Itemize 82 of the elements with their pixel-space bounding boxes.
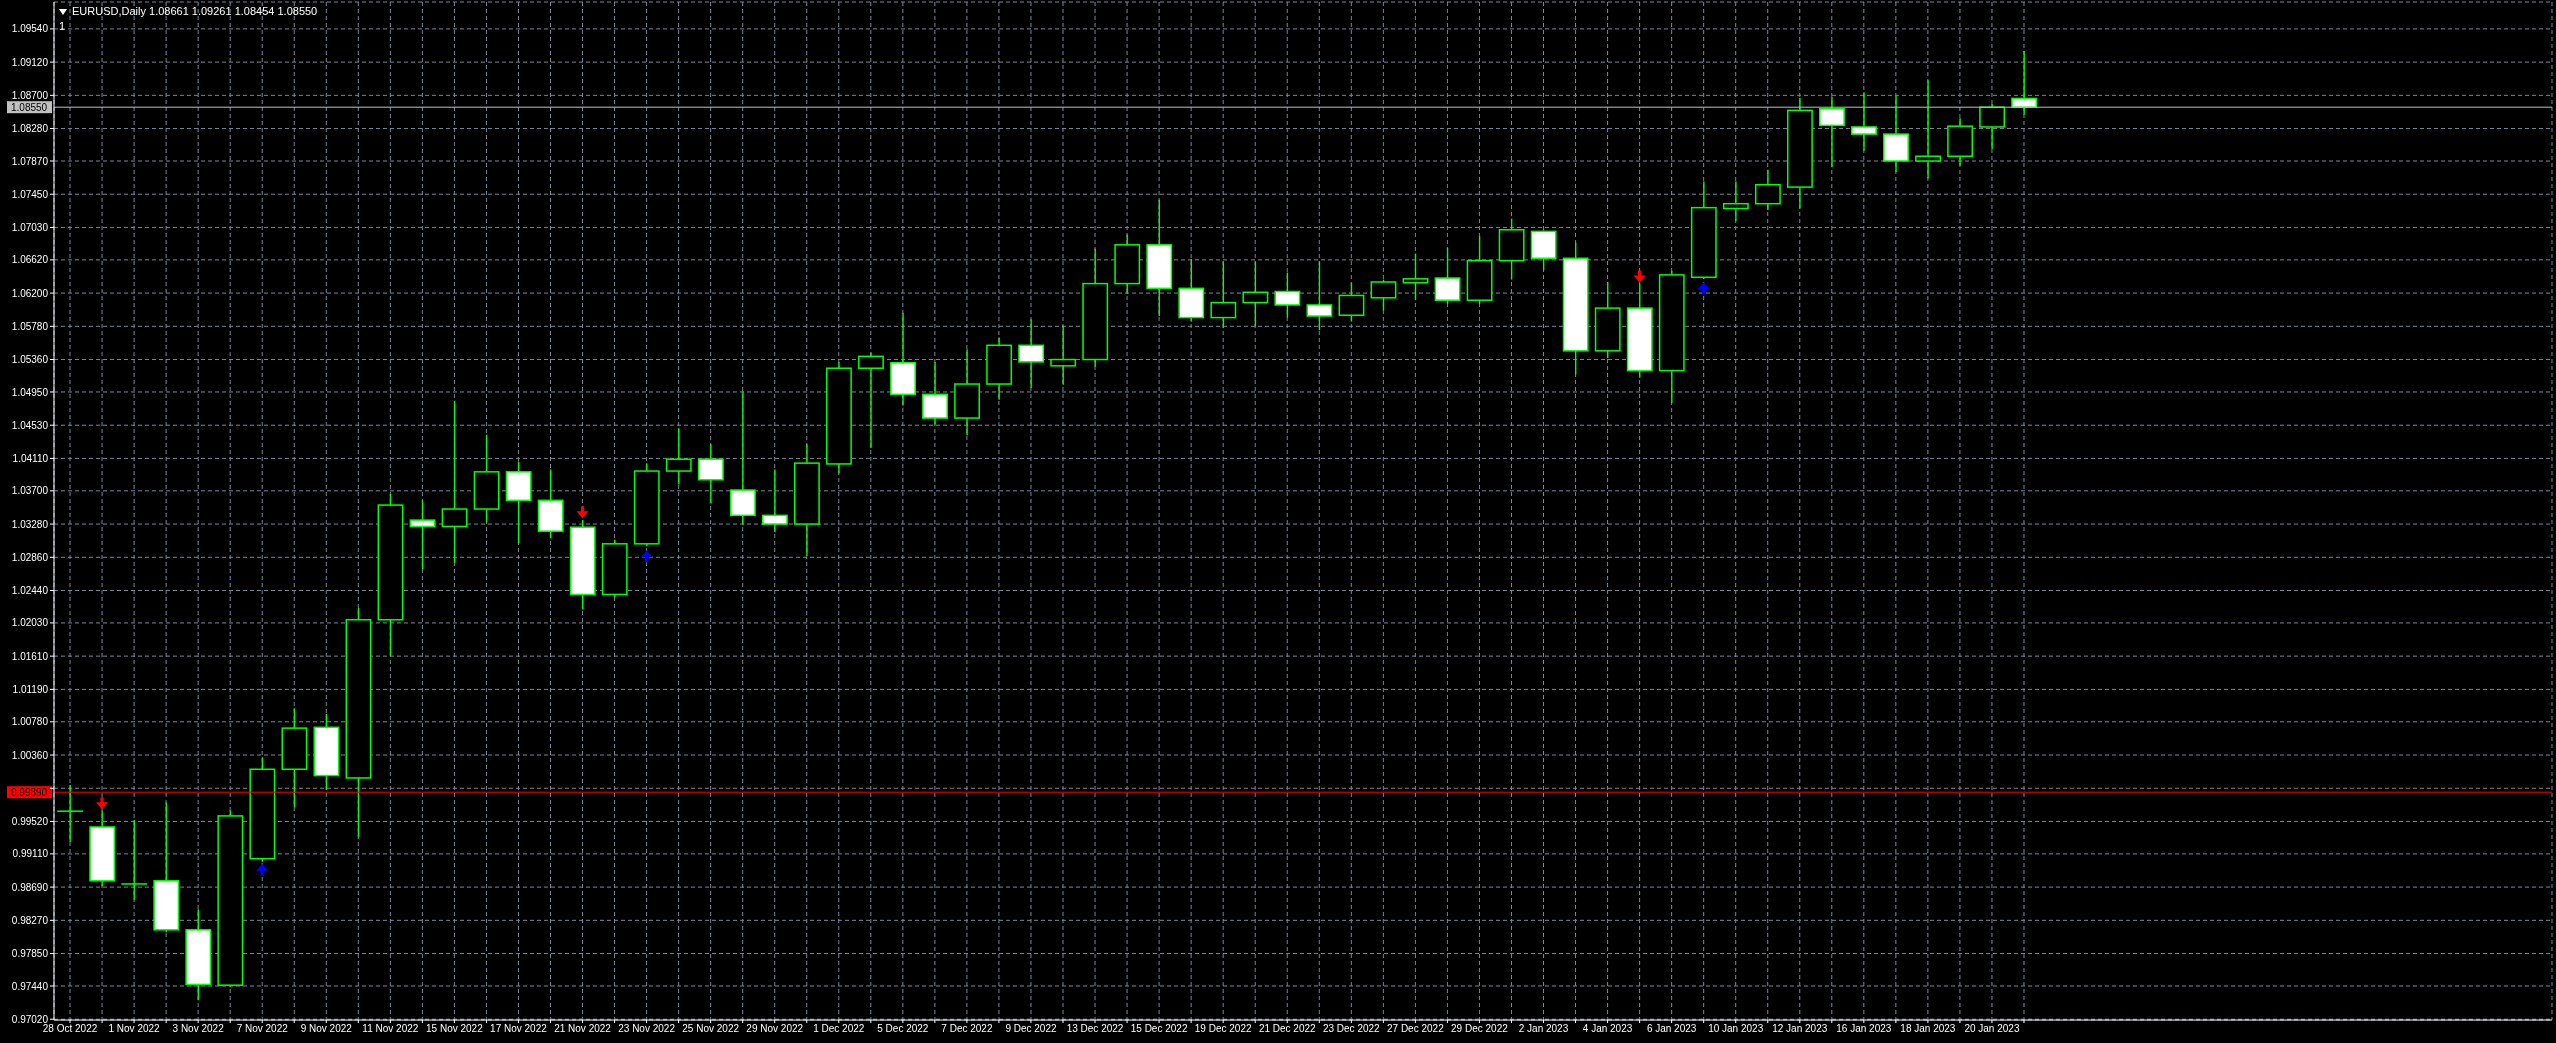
x-tick-label: 19 Dec 2022 — [1194, 1023, 1252, 1035]
point — [1633, 270, 1646, 283]
y-tick-label: 1.05780 — [11, 320, 49, 332]
candlestick — [1722, 180, 1749, 222]
point — [96, 797, 109, 810]
x-tick-label: 13 Dec 2022 — [1066, 1023, 1124, 1035]
y-tick-label: 1.00780 — [11, 716, 49, 728]
x-tick-label: 28 Oct 2022 — [42, 1023, 98, 1035]
y-tick-label: 1.06200 — [11, 287, 49, 299]
candlestick — [121, 819, 148, 901]
candlestick — [761, 468, 788, 533]
y-tick-label: 1.07870 — [11, 155, 49, 167]
x-tick-label: 25 Nov 2022 — [682, 1023, 740, 1035]
y-tick-label: 1.01190 — [12, 683, 49, 695]
ref-line-label: 0.99890 — [11, 786, 48, 798]
y-tick-label: 1.09120 — [11, 56, 49, 68]
y-tick-label: 1.04110 — [12, 452, 49, 464]
y-tick-label: 0.99110 — [12, 848, 49, 860]
x-tick-label: 1 Nov 2022 — [108, 1023, 161, 1035]
x-tick-label: 29 Dec 2022 — [1451, 1023, 1509, 1035]
y-tick-label: 1.02030 — [11, 617, 49, 629]
x-tick-label: 15 Dec 2022 — [1130, 1023, 1188, 1035]
y-tick-label: 1.07450 — [11, 188, 49, 200]
y-tick-label: 1.04530 — [11, 419, 49, 431]
chart-title: EURUSD,Daily 1.08661 1.09261 1.08454 1.08550 — [72, 5, 318, 18]
y-tick-label: 1.06620 — [11, 254, 49, 266]
y-tick-label: 0.98270 — [11, 914, 49, 926]
x-tick-label: 12 Jan 2023 — [1772, 1023, 1828, 1035]
candlestick — [409, 499, 436, 570]
y-tick-label: 1.02860 — [11, 551, 49, 563]
x-tick-label: 7 Dec 2022 — [941, 1023, 993, 1035]
y-tick-label: 0.98690 — [11, 881, 49, 893]
x-tick-label: 11 Nov 2022 — [362, 1023, 419, 1035]
point — [1697, 282, 1710, 295]
candlestick — [1242, 260, 1269, 327]
x-tick-label: 3 Nov 2022 — [172, 1023, 225, 1035]
candlestick — [1915, 79, 1941, 180]
x-tick-label: 1 Dec 2022 — [813, 1023, 865, 1035]
y-tick-label: 0.97850 — [11, 948, 49, 960]
y-tick-label: 1.02440 — [11, 585, 49, 597]
x-tick-label: 23 Nov 2022 — [618, 1023, 676, 1035]
y-tick-label: 1.04950 — [11, 386, 49, 398]
y-tick-label: 1.08280 — [11, 123, 49, 135]
y-tick-label: 0.99520 — [11, 816, 49, 828]
candlestick — [1851, 91, 1877, 152]
x-tick-label: 15 Nov 2022 — [426, 1023, 484, 1035]
candlestick — [441, 399, 468, 564]
x-tick-label: 9 Dec 2022 — [1005, 1023, 1057, 1035]
x-tick-label: 16 Jan 2023 — [1836, 1023, 1892, 1035]
x-tick-label: 9 Nov 2022 — [300, 1023, 353, 1035]
y-tick-label: 1.03700 — [11, 485, 49, 497]
candlestick — [1402, 252, 1429, 301]
y-tick-label: 1.01610 — [11, 650, 49, 662]
point — [256, 863, 269, 876]
x-tick-label: 23 Dec 2022 — [1322, 1023, 1381, 1035]
x-tick-label: 21 Nov 2022 — [554, 1023, 612, 1035]
candlestick — [57, 784, 84, 843]
x-tick-label: 2 Jan 2023 — [1518, 1023, 1569, 1035]
x-tick-label: 10 Jan 2023 — [1708, 1023, 1764, 1035]
x-tick-label: 6 Jan 2023 — [1646, 1023, 1697, 1035]
x-tick-label: 17 Nov 2022 — [490, 1023, 548, 1035]
y-tick-label: 1.03280 — [11, 518, 49, 530]
candlestick — [858, 351, 884, 449]
x-tick-label: 7 Nov 2022 — [236, 1023, 289, 1035]
y-tick-label: 0.97020 — [11, 1013, 49, 1025]
y-tick-label: 1.00360 — [11, 749, 49, 761]
y-tick-label: 1.08700 — [11, 89, 49, 101]
annotation: 1 — [59, 20, 66, 33]
x-tick-label: 5 Dec 2022 — [877, 1023, 929, 1035]
y-tick-label: 1.05360 — [11, 354, 49, 366]
y-tick-label: 0.97440 — [11, 980, 49, 992]
x-tick-label: 4 Jan 2023 — [1582, 1023, 1633, 1035]
point — [576, 506, 589, 519]
candlestick — [1050, 324, 1077, 386]
ref-line-label: 1.08550 — [11, 101, 48, 113]
x-tick-label: 18 Jan 2023 — [1900, 1023, 1956, 1035]
x-tick-label: 27 Dec 2022 — [1387, 1023, 1445, 1035]
y-tick-label: 1.09540 — [11, 23, 49, 35]
x-tick-label: 20 Jan 2023 — [1964, 1023, 2020, 1035]
y-tick-label: 1.07030 — [11, 221, 49, 233]
x-tick-label: 21 Dec 2022 — [1258, 1023, 1317, 1035]
x-tick-label: 29 Nov 2022 — [746, 1023, 804, 1035]
